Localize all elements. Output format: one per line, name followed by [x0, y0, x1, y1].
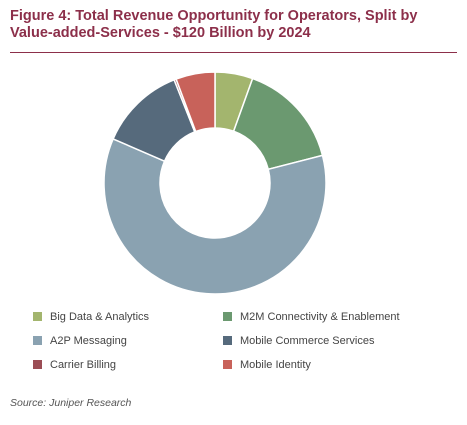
legend-swatch [33, 360, 42, 369]
source-note: Source: Juniper Research [10, 397, 132, 409]
legend-item-carrier-billing: Carrier Billing [33, 358, 223, 371]
title-divider [10, 52, 457, 53]
legend-item-mobile-commerce: Mobile Commerce Services [223, 334, 453, 347]
slice-a2p [103, 137, 327, 295]
legend-item-mobile-identity: Mobile Identity [223, 358, 453, 371]
slice-mobile-identity [175, 71, 216, 133]
legend-label: Carrier Billing [50, 358, 117, 371]
legend-item-a2p: A2P Messaging [33, 334, 223, 347]
donut-chart [103, 71, 327, 295]
legend-swatch [223, 336, 232, 345]
legend: Big Data & Analytics M2M Connectivity & … [33, 310, 453, 371]
legend-swatch [33, 312, 42, 321]
legend-label: Big Data & Analytics [50, 310, 150, 323]
legend-swatch [33, 336, 42, 345]
slice-m2m [232, 77, 324, 171]
legend-label: M2M Connectivity & Enablement [240, 310, 400, 323]
chart-title: Figure 4: Total Revenue Opportunity for … [10, 8, 418, 41]
legend-label: A2P Messaging [50, 334, 127, 347]
legend-label: Mobile Commerce Services [240, 334, 375, 347]
legend-swatch [223, 312, 232, 321]
legend-item-big-data: Big Data & Analytics [33, 310, 223, 323]
legend-label: Mobile Identity [240, 358, 311, 371]
legend-swatch [223, 360, 232, 369]
legend-item-m2m: M2M Connectivity & Enablement [223, 310, 453, 323]
